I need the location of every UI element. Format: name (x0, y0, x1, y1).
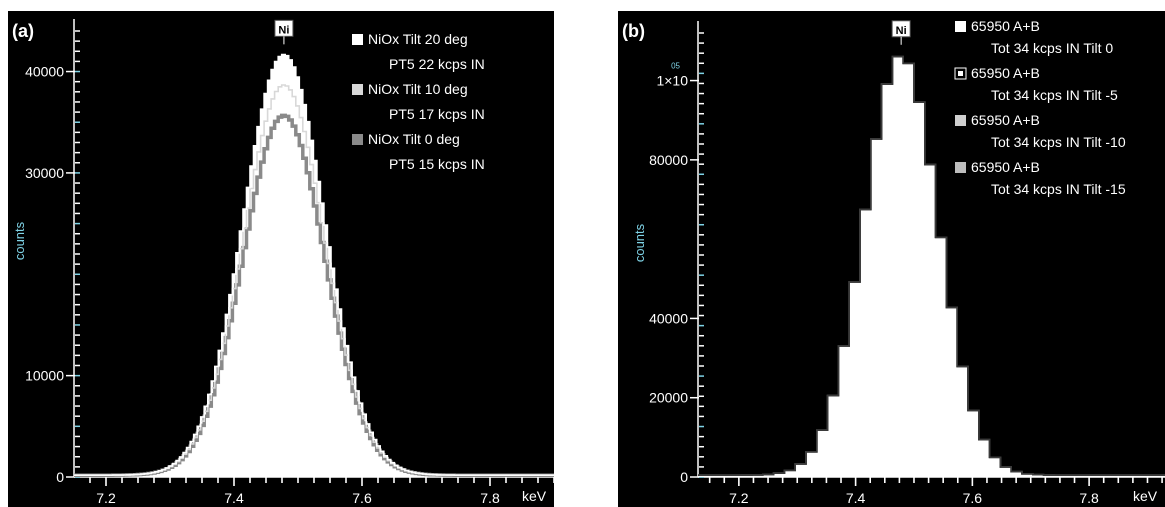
legend-swatch (955, 21, 966, 32)
series-line (698, 55, 1165, 476)
x-tick-label: 7.4 (224, 490, 244, 506)
x-tick-label: 7.2 (729, 490, 749, 506)
x-tick-label: 7.4 (846, 490, 866, 506)
y-tick-label: 40000 (649, 310, 688, 326)
legend-entry-detail: PT5 15 kcps IN (389, 156, 485, 172)
legend-entry-name: 65950 A+B (971, 65, 1040, 81)
y-tick-exponent: 05 (671, 62, 680, 71)
legend-swatch (352, 34, 363, 45)
legend-entry-name: NiOx Tilt 20 deg (368, 31, 468, 47)
peak-label-box (891, 20, 911, 38)
legend-entry-name: NiOx Tilt 10 deg (368, 81, 468, 97)
chart-a-svg: (a) counts keV 0 10000 30000 40000 7.2 7.4 7.6… (12, 19, 554, 506)
y-tick-label: 40000 (25, 64, 64, 80)
legend-entry-name: 65950 A+B (971, 159, 1040, 175)
x-tick-label: 7.8 (1079, 490, 1099, 506)
y-tick-label: 80000 (649, 152, 688, 168)
legend-swatch (955, 162, 966, 173)
plot-series-b: Ni (698, 20, 1165, 477)
x-tick-label: 7.2 (96, 490, 116, 506)
legend-swatch (955, 115, 966, 126)
legend-entry-detail: PT5 17 kcps IN (389, 106, 485, 122)
legend-b: 65950 A+B Tot 34 kcps IN Tilt 0 65950 A+B T… (954, 18, 1126, 197)
chart-panel-b: (b) counts keV 0 20000 40000 80000 1×10 05 7.2… (618, 11, 1165, 507)
legend-swatch-inner (958, 71, 963, 76)
legend-entry-detail: Tot 34 kcps IN Tilt -5 (991, 87, 1118, 103)
legend-entry-detail: Tot 34 kcps IN Tilt -15 (991, 181, 1126, 197)
x-tick-label: 7.6 (963, 490, 983, 506)
legend-entry-detail: PT5 22 kcps IN (389, 56, 485, 72)
y-tick-label: 20000 (649, 390, 688, 406)
panel-label-a: (a) (12, 21, 34, 41)
x-axis-unit-b: keV (1133, 488, 1158, 504)
legend-a: NiOx Tilt 20 deg PT5 22 kcps IN NiOx Tilt … (352, 31, 485, 172)
plot-series-a: Ni (74, 19, 554, 477)
peak-label: Ni (896, 25, 907, 37)
panel-label-b: (b) (622, 21, 645, 41)
y-tick-label: 30000 (25, 165, 64, 181)
legend-entry-detail: Tot 34 kcps IN Tilt 0 (991, 40, 1113, 56)
legend-entry-name: 65950 A+B (971, 18, 1040, 34)
x-tick-label: 7.6 (352, 490, 372, 506)
y-tick-label: 0 (680, 469, 688, 485)
legend-entry-name: NiOx Tilt 0 deg (368, 131, 460, 147)
y-tick-label: 10000 (25, 368, 64, 384)
y-tick-label: 0 (56, 469, 64, 485)
x-tick-label: 7.8 (480, 490, 500, 506)
x-axis-unit-a: keV (522, 488, 547, 504)
legend-swatch (352, 134, 363, 145)
legend-entry-detail: Tot 34 kcps IN Tilt -10 (991, 134, 1126, 150)
series-fill (698, 56, 1165, 477)
chart-panel-a: (a) counts keV 0 10000 30000 40000 7.2 7.4 7.6… (8, 11, 554, 507)
legend-swatch (352, 84, 363, 95)
series-fill (74, 54, 554, 477)
legend-entry-name: 65950 A+B (971, 112, 1040, 128)
y-tick-label-top: 1×10 (656, 73, 688, 89)
peak-label: Ni (278, 24, 289, 36)
series-line (74, 53, 554, 476)
y-axis-label-a: counts (12, 221, 27, 260)
y-axis-label-b: counts (632, 223, 647, 262)
chart-b-svg: (b) counts keV 0 20000 40000 80000 1×10 05 7.2… (622, 18, 1165, 506)
